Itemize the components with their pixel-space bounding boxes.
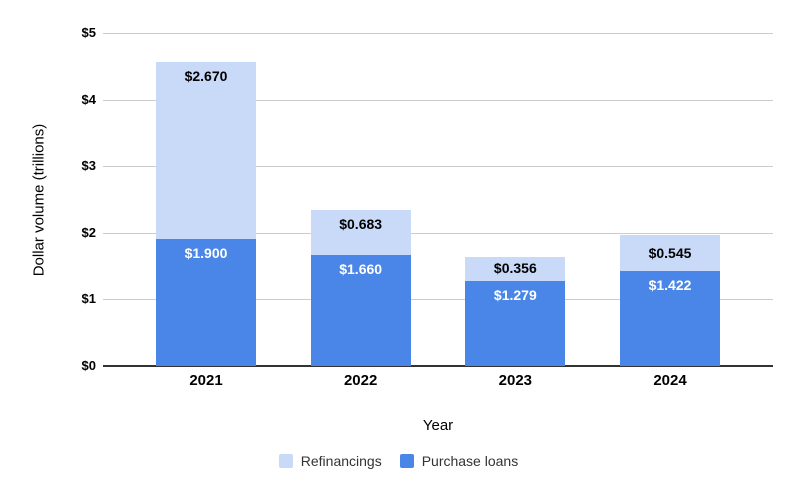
- x-axis-line: [103, 365, 773, 367]
- bar-segment-purchase-loans-2023: $1.279: [465, 280, 566, 366]
- y-axis-title: Dollar volume (trillions): [30, 123, 48, 277]
- purchase-loans-swatch-icon: [399, 454, 414, 468]
- bar-segment-refinancings-2024: $0.545: [620, 234, 720, 272]
- data-label: $0.683: [339, 215, 383, 232]
- data-label: $1.660: [339, 261, 383, 278]
- data-label: $1.900: [184, 245, 228, 262]
- legend-item-refinancings: Refinancings: [278, 453, 382, 469]
- y-tick-label: $1: [81, 291, 96, 307]
- bar-segment-refinancings-2021: $2.670: [156, 61, 256, 240]
- x-tick-label-2023: 2023: [498, 372, 533, 389]
- legend-item-purchase-loans: Purchase loans: [399, 453, 519, 469]
- refinancings-swatch-icon: [278, 454, 293, 468]
- legend: Refinancings Purchase loans: [0, 453, 797, 469]
- x-tick-label-2024: 2024: [653, 372, 687, 389]
- bar-segment-refinancings-2022: $0.683: [310, 209, 411, 256]
- bar-segment-purchase-loans-2024: $1.422: [620, 271, 720, 366]
- gridline: [103, 232, 773, 234]
- bar-segment-refinancings-2023: $0.356: [465, 257, 566, 281]
- data-label: $0.356: [493, 260, 537, 277]
- x-tick-label-2022: 2022: [343, 372, 378, 389]
- y-tick-label: $2: [81, 224, 96, 240]
- legend-label-refinancings: Refinancings: [300, 453, 382, 469]
- y-tick-label: $5: [81, 25, 96, 40]
- data-label: $1.422: [648, 277, 692, 294]
- bar-segment-purchase-loans-2021: $1.900: [156, 239, 256, 366]
- data-label: $2.670: [184, 67, 228, 84]
- data-label: $0.545: [648, 244, 692, 261]
- data-label: $1.279: [493, 286, 537, 303]
- gridline: [103, 99, 773, 101]
- gridline: [103, 299, 773, 301]
- y-tick-label: $0: [81, 358, 96, 373]
- gridline: [103, 166, 773, 168]
- y-tick-label: $4: [81, 91, 96, 107]
- bar-segment-purchase-loans-2022: $1.660: [310, 255, 411, 366]
- x-tick-label-2021: 2021: [189, 372, 223, 389]
- legend-label-purchase-loans: Purchase loans: [421, 453, 519, 469]
- x-axis-title: Year: [422, 417, 454, 434]
- gridline: [103, 33, 773, 34]
- y-tick-label: $3: [81, 158, 96, 174]
